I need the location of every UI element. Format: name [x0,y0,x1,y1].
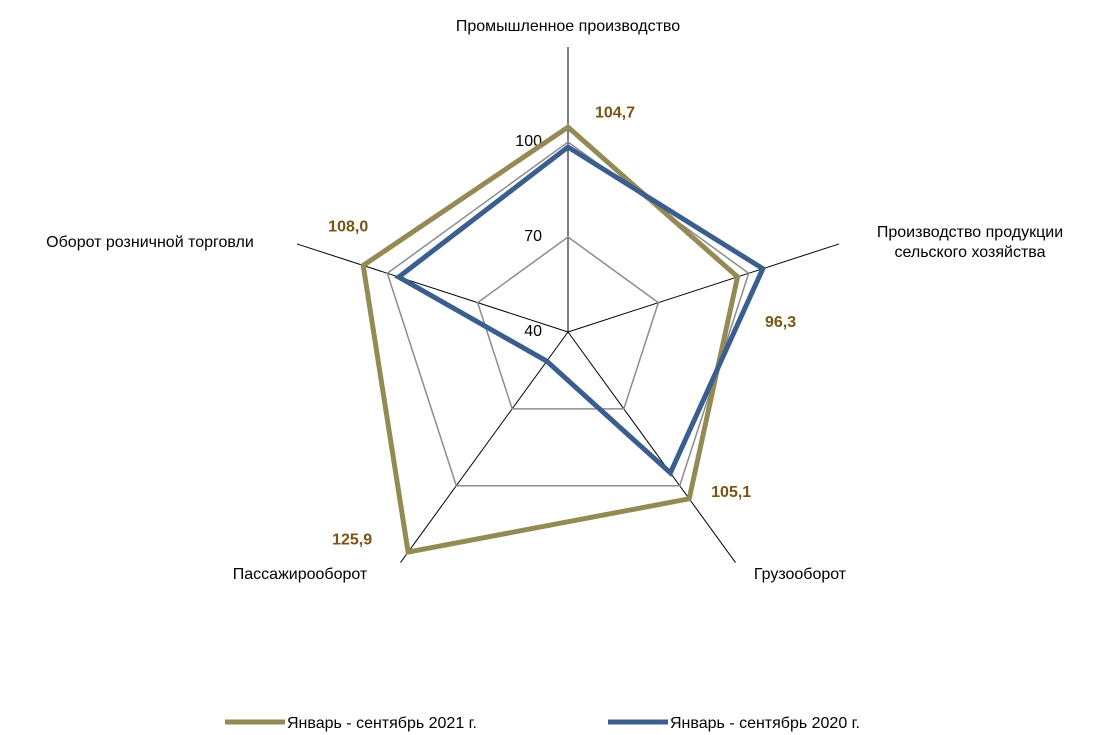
data-label: 96,3 [765,314,796,331]
category-label: Производство продукции сельского хозяйст… [876,224,1064,261]
data-label: 104,7 [595,104,635,121]
r-tick-label: 70 [524,228,542,245]
series-line [360,123,741,556]
series-line [394,144,767,478]
data-label: 108,0 [328,219,368,236]
legend-label: Январь - сентябрь 2021 г. [287,715,477,732]
r-tick-label: 100 [515,133,542,150]
axis-line [400,331,569,563]
grid-ring [386,141,750,487]
axis-line [296,243,569,333]
category-label: Грузооборот [753,566,847,583]
category-label: Пассажирооборот [232,566,368,583]
grid-ring [476,236,660,410]
axis-line [567,243,840,333]
data-label: 125,9 [332,531,372,548]
legend-label: Январь - сентябрь 2020 г. [670,715,860,732]
axis-line [567,331,736,563]
category-label: Оборот розничной торговли [46,234,254,251]
r-tick-label: 40 [524,323,542,340]
data-label: 105,1 [711,484,751,501]
category-label: Промышленное производство [455,18,681,35]
